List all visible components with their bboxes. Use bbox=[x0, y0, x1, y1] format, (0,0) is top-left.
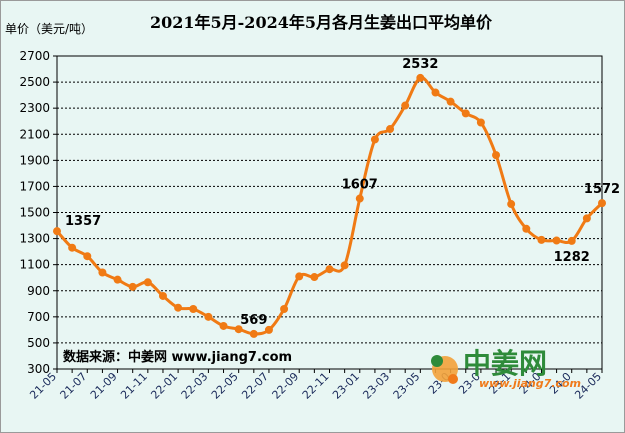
data-point bbox=[143, 278, 152, 287]
logo-title: 中姜网 bbox=[463, 347, 547, 380]
y-tick-label: 500 bbox=[27, 336, 50, 350]
data-label: 1572 bbox=[584, 182, 620, 197]
y-tick-label: 2100 bbox=[19, 127, 50, 141]
data-point bbox=[598, 199, 606, 208]
y-tick-label: 700 bbox=[27, 310, 50, 324]
data-point bbox=[310, 273, 319, 282]
y-tick-label: 2300 bbox=[19, 101, 50, 115]
y-axis-label: 单价（美元/吨） bbox=[5, 22, 93, 36]
data-point bbox=[492, 151, 501, 160]
x-tick-label: 21-09 bbox=[88, 370, 120, 402]
data-point bbox=[280, 305, 289, 314]
data-label: 1607 bbox=[342, 178, 378, 193]
data-point bbox=[386, 125, 395, 134]
data-point bbox=[476, 118, 485, 127]
logo-url: www.jiang7.com bbox=[479, 377, 581, 390]
data-point bbox=[264, 325, 273, 334]
y-tick-label: 1100 bbox=[19, 258, 50, 272]
x-tick-label: 21-07 bbox=[58, 370, 90, 402]
data-point bbox=[340, 261, 349, 270]
data-point bbox=[567, 236, 576, 245]
y-tick-label: 1500 bbox=[19, 206, 50, 220]
series-line bbox=[55, 76, 604, 336]
data-point bbox=[370, 135, 379, 144]
data-point bbox=[219, 321, 228, 330]
y-tick-label: 1900 bbox=[19, 153, 50, 167]
y-tick-label: 2700 bbox=[19, 49, 50, 63]
data-labels: 1357 569 1607 2532 1282 1572 bbox=[65, 57, 620, 328]
source-text: 数据来源：中姜网 www.jiang7.com bbox=[63, 349, 292, 365]
y-tick-label: 1700 bbox=[19, 179, 50, 193]
data-point bbox=[537, 235, 546, 244]
data-points bbox=[53, 73, 606, 338]
data-label: 2532 bbox=[402, 57, 438, 72]
data-point bbox=[522, 224, 531, 233]
data-point bbox=[113, 275, 122, 284]
data-point bbox=[461, 109, 470, 118]
data-point bbox=[355, 194, 364, 203]
chart-title: 2021年5月-2024年5月各月生姜出口平均单价 bbox=[150, 13, 493, 32]
data-point bbox=[53, 227, 61, 236]
x-tick-label: 23-03 bbox=[360, 370, 392, 402]
y-tick-label: 900 bbox=[27, 284, 50, 298]
x-tick-label: 23-01 bbox=[330, 370, 362, 402]
x-tick-label: 22-03 bbox=[179, 370, 211, 402]
x-tick-label: 22-07 bbox=[239, 370, 271, 402]
data-point bbox=[98, 268, 107, 277]
series-line-path bbox=[55, 76, 604, 336]
data-point bbox=[189, 305, 198, 314]
data-point bbox=[174, 303, 183, 312]
data-point bbox=[401, 101, 410, 110]
data-point bbox=[128, 282, 137, 291]
data-point bbox=[158, 291, 167, 300]
y-tick-label: 300 bbox=[27, 362, 50, 376]
data-point bbox=[582, 214, 591, 223]
data-point bbox=[204, 312, 213, 321]
data-point bbox=[325, 265, 334, 274]
data-point bbox=[249, 329, 258, 338]
data-label: 1357 bbox=[65, 214, 101, 229]
x-tick-label: 22-01 bbox=[148, 370, 180, 402]
y-tick-label: 1300 bbox=[19, 232, 50, 246]
x-tick-label: 21-11 bbox=[118, 370, 150, 402]
data-point bbox=[416, 73, 425, 82]
x-tick-label: 23-05 bbox=[391, 370, 423, 402]
data-point bbox=[68, 243, 77, 252]
data-point bbox=[295, 272, 304, 281]
data-point bbox=[552, 236, 561, 245]
ginger-logo-icon bbox=[431, 355, 458, 384]
x-tick-label: 22-05 bbox=[209, 370, 241, 402]
data-point bbox=[234, 325, 243, 334]
logo: 中姜网 www.jiang7.com bbox=[431, 347, 581, 390]
x-tick-label: 22-11 bbox=[300, 370, 332, 402]
data-point bbox=[446, 97, 455, 106]
y-tick-label: 2500 bbox=[19, 75, 50, 89]
y-axis: 300 500 700 900 1100 1300 1500 1700 1900 2100 2300… bbox=[19, 49, 57, 376]
data-point bbox=[431, 88, 440, 97]
data-point bbox=[83, 252, 92, 261]
data-point bbox=[507, 200, 516, 209]
data-label: 1282 bbox=[554, 250, 590, 265]
x-tick-label: 22-09 bbox=[270, 370, 302, 402]
data-label: 569 bbox=[240, 313, 267, 328]
grid-layer bbox=[56, 55, 603, 370]
